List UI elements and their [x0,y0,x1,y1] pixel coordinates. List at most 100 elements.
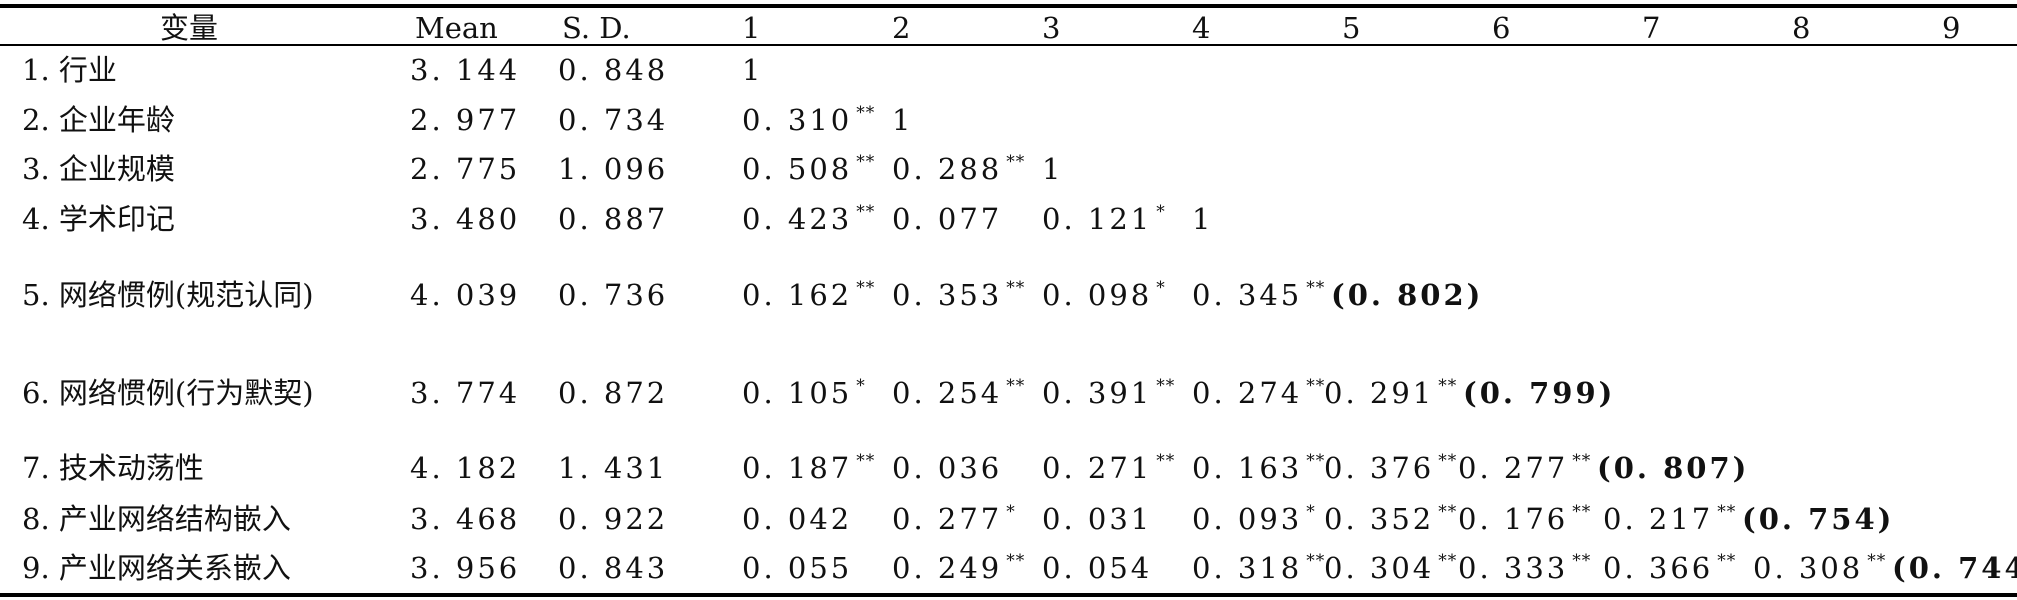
corr-value: 0. 077 [892,202,1003,236]
significance-marker: ** [856,152,876,172]
row-mean: 2. 775 [410,152,521,186]
corr-cell: 0. 187 ** [742,453,875,483]
row-label: 5. 网络惯例(规范认同) [22,278,314,312]
header-col-11: 9 [1942,11,1961,45]
corr-cell: 0. 508 ** [742,152,876,186]
significance-marker: ** [856,103,876,123]
corr-value: 0. 271 [1042,451,1153,485]
header-col-7: 5 [1342,11,1361,45]
significance-marker: ** [1438,551,1458,571]
significance-marker: * [1156,278,1166,298]
reliability-value: (0. 744) [1892,551,2017,585]
corr-value: 0. 105 [742,376,853,410]
row-label: 6. 网络惯例(行为默契) [22,376,314,410]
row-sd: 0. 872 [558,376,669,410]
corr-cell: 0. 277 ** [1458,451,1591,485]
corr-cell: 0. 288 ** [892,152,1026,184]
row-mean: 4. 182 [410,451,521,485]
header-col-1: Mean [415,11,498,45]
header-col-2: S. D. [562,11,631,45]
corr-value: 0. 121 [1042,202,1153,236]
significance-marker: ** [1438,502,1458,522]
corr-cell: 1 [742,56,763,85]
significance-marker: ** [1306,278,1326,298]
reliability-value: (0. 807) [1597,451,1750,485]
corr-cell: 1 [1042,155,1063,184]
corr-value: 0. 345 [1192,278,1303,312]
corr-cell: 0. 098 * [1042,278,1166,310]
significance-marker: * [1006,502,1016,522]
corr-value: 1 [1192,202,1214,236]
corr-value: 0. 054 [1042,551,1153,585]
header-col-4: 2 [892,11,911,45]
significance-marker: ** [1572,502,1592,522]
corr-cell: 0. 333 ** [1458,551,1592,583]
corr-value: 0. 310 [742,103,853,137]
corr-value: 0. 162 [742,278,853,312]
significance-marker: * [1306,502,1316,522]
significance-marker: ** [1006,152,1026,172]
row-mean: 2. 977 [410,103,521,137]
row-mean: 3. 956 [410,551,521,585]
significance-marker: ** [1438,451,1458,471]
header-col-3: 1 [742,11,761,45]
corr-value: 0. 249 [892,551,1003,585]
corr-cell: 1 [1192,205,1213,234]
row-label: 3. 企业规模 [22,152,175,186]
significance-marker: ** [1572,551,1592,571]
corr-cell: 0. 353 ** [892,278,1026,312]
significance-marker: ** [1006,376,1026,396]
corr-cell: 0. 277 * [892,502,1016,536]
row-mean: 3. 774 [410,376,521,410]
corr-value: 0. 277 [1458,451,1569,485]
reliability-value: (0. 799) [1463,376,1616,410]
corr-value: 1 [1042,152,1064,186]
header-variable: 变量 [160,11,219,45]
header-col-10: 8 [1792,11,1811,45]
row-label: 1. 行业 [22,53,117,87]
header-col-5: 3 [1042,11,1061,45]
significance-marker: ** [1867,551,1887,571]
corr-cell: 0. 055 [742,554,852,583]
significance-marker: ** [1717,502,1737,522]
corr-value: 0. 274 [1192,376,1303,410]
row-sd: 1. 096 [558,152,669,186]
corr-value: 0. 391 [1042,376,1153,410]
corr-cell: 0. 308 ** [1753,551,1887,585]
corr-value: 1 [892,103,914,137]
corr-cell: 0. 036 [892,454,1002,483]
corr-value: 0. 508 [742,152,853,186]
row-sd: 0. 734 [558,103,669,137]
corr-value: 0. 291 [1324,376,1435,410]
corr-cell: 0. 163 ** [1192,451,1326,483]
corr-cell: 0. 042 [742,505,852,534]
corr-value: 0. 277 [892,502,1003,536]
corr-value: 0. 036 [892,451,1003,485]
corr-cell: 0. 254 ** [892,376,1026,408]
row-label: 8. 产业网络结构嵌入 [22,502,291,536]
row-mean: 3. 144 [410,53,521,87]
significance-marker: ** [1006,551,1026,571]
table-header-rule [0,44,2017,46]
row-mean: 4. 039 [410,278,521,312]
corr-cell: 0. 271 ** [1042,451,1175,485]
significance-marker: ** [1306,451,1326,471]
row-mean: 3. 480 [410,202,521,236]
significance-marker: * [1156,202,1166,222]
corr-value: 0. 093 [1192,502,1303,536]
row-sd: 0. 848 [558,53,669,87]
corr-cell: 0. 291 ** [1324,376,1457,410]
corr-value: 0. 308 [1753,551,1864,585]
corr-value: 0. 353 [892,278,1003,312]
corr-value: 0. 366 [1603,551,1714,585]
row-sd: 1. 431 [558,451,669,485]
corr-cell: 0. 176 ** [1458,502,1592,534]
reliability-value: (0. 802) [1331,278,1484,312]
corr-value: 0. 376 [1324,451,1435,485]
row-label: 9. 产业网络关系嵌入 [22,551,291,585]
corr-cell: 0. 376 ** [1324,451,1458,485]
corr-cell: 0. 304 ** [1324,551,1458,583]
significance-marker: ** [1006,278,1026,298]
table-top-rule [0,4,2017,8]
corr-value: 0. 318 [1192,551,1303,585]
